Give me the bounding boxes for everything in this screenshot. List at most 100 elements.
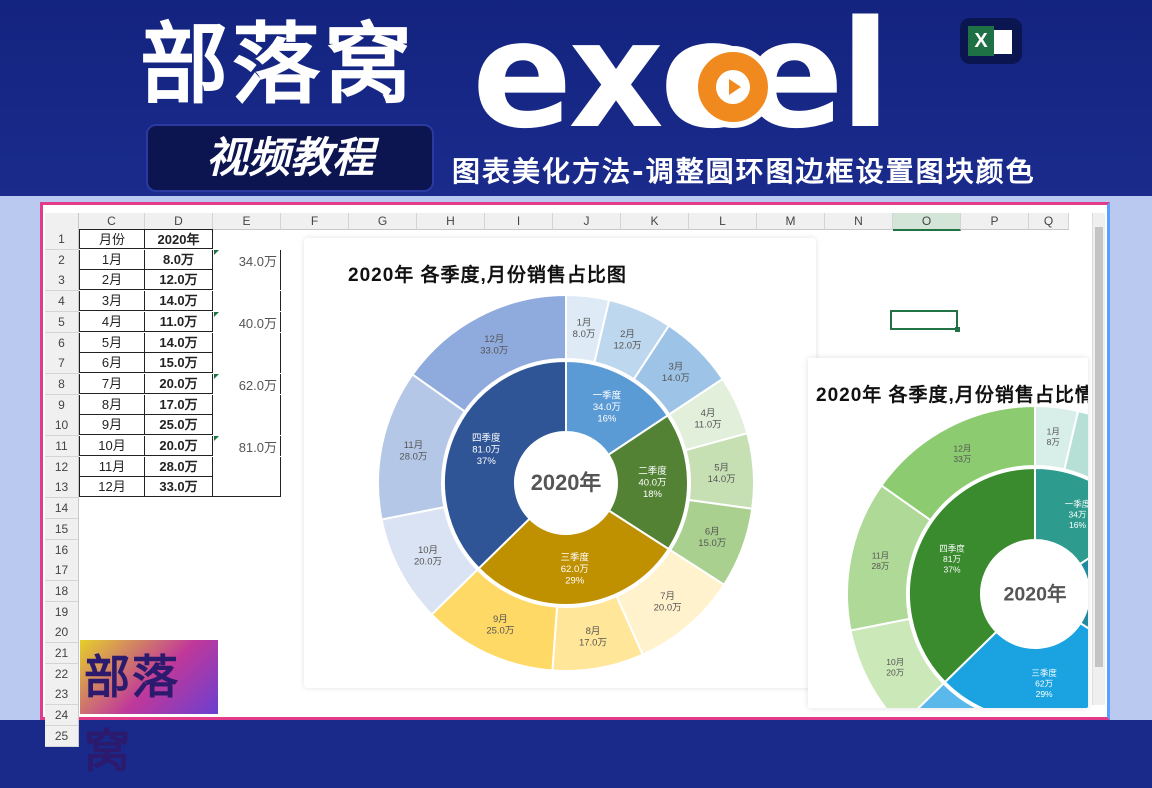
quarter-total-cell[interactable] [213, 291, 281, 312]
row-header-17[interactable]: 17 [45, 560, 79, 582]
table-row-month[interactable]: 6月 [79, 353, 145, 374]
quarter-slice-一季度[interactable] [1034, 466, 1088, 566]
column-header-M[interactable]: M [757, 213, 825, 230]
table-row-value[interactable]: 11.0万 [145, 311, 213, 332]
column-header-O[interactable]: O [893, 213, 961, 231]
column-header-D[interactable]: D [145, 213, 213, 230]
quarter-total-cell[interactable] [213, 477, 281, 498]
row-header-6[interactable]: 6 [45, 332, 79, 354]
quarter-total-cell[interactable] [213, 332, 281, 353]
row-header-7[interactable]: 7 [45, 353, 79, 375]
month-slice-9月[interactable] [901, 682, 1026, 708]
column-header-H[interactable]: H [417, 213, 485, 230]
table-row-month[interactable]: 1月 [79, 249, 145, 270]
row-header-4[interactable]: 4 [45, 291, 79, 313]
quarter-slice-四季度[interactable] [443, 359, 567, 570]
month-slice-12月[interactable] [411, 293, 567, 413]
row-header-19[interactable]: 19 [45, 601, 79, 623]
quarter-total-cell[interactable] [213, 373, 281, 394]
row-header-2[interactable]: 2 [45, 249, 79, 271]
row-header-11[interactable]: 11 [45, 436, 79, 457]
row-header-8[interactable]: 8 [45, 373, 79, 395]
quarter-slice-二季度[interactable] [1078, 524, 1088, 662]
row-header-12[interactable]: 12 [45, 456, 79, 478]
table-row-month[interactable]: 5月 [79, 332, 145, 353]
quarter-slice-三季度[interactable] [477, 509, 670, 606]
quarter-total[interactable]: 62.0万 [238, 377, 277, 393]
vertical-scrollbar[interactable] [1092, 213, 1105, 705]
table-row-month[interactable]: 7月 [79, 373, 145, 394]
column-header-I[interactable]: I [485, 213, 553, 230]
column-header-Q[interactable]: Q [1029, 213, 1069, 230]
quarter-total-cell[interactable] [213, 311, 281, 332]
quarter-slice-三季度[interactable] [943, 621, 1088, 708]
quarter-total-cell[interactable] [213, 436, 281, 456]
table-row-value[interactable]: 20.0万 [145, 373, 213, 394]
row-header-3[interactable]: 3 [45, 270, 79, 292]
column-header-F[interactable]: F [281, 213, 349, 230]
row-header-15[interactable]: 15 [45, 518, 79, 540]
column-header-E[interactable]: E [213, 213, 281, 230]
column-header-G[interactable]: G [349, 213, 417, 230]
column-header-J[interactable]: J [553, 213, 621, 230]
table-row-value[interactable]: 15.0万 [145, 353, 213, 374]
table-row-value[interactable]: 17.0万 [145, 394, 213, 415]
sunburst-chart-main[interactable]: 2020年 各季度,月份销售占比图 一季度 34.0万 16% 二季度 40.0万 18%… [304, 238, 816, 688]
quarter-slice-四季度[interactable] [908, 466, 1036, 684]
table-header-month[interactable]: 月份 [79, 229, 145, 249]
column-header-L[interactable]: L [689, 213, 757, 230]
select-all-corner[interactable] [45, 213, 79, 230]
table-row-value[interactable]: 12.0万 [145, 270, 213, 291]
row-header-1[interactable]: 1 [45, 229, 79, 250]
table-row-value[interactable]: 20.0万 [145, 436, 213, 456]
table-row-month[interactable]: 3月 [79, 291, 145, 312]
column-header-K[interactable]: K [621, 213, 689, 230]
quarter-total[interactable]: 34.0万 [238, 253, 277, 269]
quarter-total-cell[interactable] [213, 456, 281, 477]
row-header-9[interactable]: 9 [45, 394, 79, 416]
quarter-data-label: 18% [643, 489, 663, 500]
quarter-total-cell[interactable] [213, 353, 281, 374]
table-row-month[interactable]: 10月 [79, 436, 145, 456]
table-row-value[interactable]: 25.0万 [145, 415, 213, 436]
table-row-month[interactable]: 12月 [79, 477, 145, 498]
row-header-22[interactable]: 22 [45, 663, 79, 685]
table-row-month[interactable]: 2月 [79, 270, 145, 291]
month-slice-12月[interactable] [880, 404, 1036, 522]
selected-cell[interactable] [890, 310, 960, 332]
column-header-N[interactable]: N [825, 213, 893, 230]
row-header-21[interactable]: 21 [45, 643, 79, 664]
row-header-16[interactable]: 16 [45, 539, 79, 561]
table-row-value[interactable]: 14.0万 [145, 332, 213, 353]
sunburst-chart-copy[interactable]: 2020年 各季度,月份销售占比情 一季度34万16%二季度40万18%三季度6… [808, 358, 1088, 708]
row-header-13[interactable]: 13 [45, 477, 79, 499]
table-header-year[interactable]: 2020年 [145, 229, 213, 249]
table-row-month[interactable]: 11月 [79, 456, 145, 477]
row-header-25[interactable]: 25 [45, 725, 79, 747]
row-header-14[interactable]: 14 [45, 498, 79, 520]
table-row-value[interactable]: 33.0万 [145, 477, 213, 498]
row-header-18[interactable]: 18 [45, 580, 79, 602]
table-row-value[interactable]: 8.0万 [145, 249, 213, 270]
column-header-C[interactable]: C [79, 213, 145, 230]
table-row-month[interactable]: 4月 [79, 311, 145, 332]
quarter-total-cell[interactable] [213, 249, 281, 270]
scrollbar-thumb[interactable] [1095, 227, 1103, 667]
row-header-10[interactable]: 10 [45, 415, 79, 437]
row-header-23[interactable]: 23 [45, 684, 79, 706]
quarter-slice-二季度[interactable] [607, 414, 689, 551]
table-row-value[interactable]: 14.0万 [145, 291, 213, 312]
quarter-total-cell[interactable] [213, 270, 281, 291]
column-header-P[interactable]: P [961, 213, 1029, 230]
row-header-20[interactable]: 20 [45, 622, 79, 644]
quarter-total-cell[interactable] [213, 415, 281, 436]
row-header-24[interactable]: 24 [45, 705, 79, 727]
table-row-value[interactable]: 28.0万 [145, 456, 213, 477]
month-slice-2月[interactable] [1063, 409, 1088, 487]
quarter-total[interactable]: 40.0万 [238, 315, 277, 331]
row-header-5[interactable]: 5 [45, 311, 79, 333]
table-row-month[interactable]: 8月 [79, 394, 145, 415]
table-row-month[interactable]: 9月 [79, 415, 145, 436]
quarter-total[interactable]: 81.0万 [238, 440, 277, 455]
quarter-total-cell[interactable] [213, 394, 281, 415]
